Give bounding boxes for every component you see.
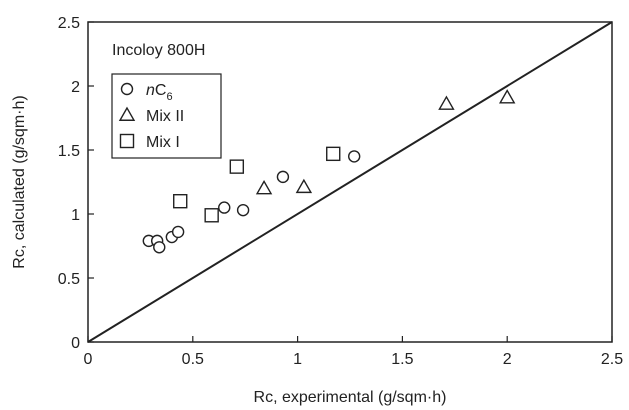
nc6-point	[276, 170, 290, 184]
legend-items: nC6 Mix II Mix I	[118, 82, 184, 151]
nc6-point	[236, 203, 250, 217]
mix-ii-point	[498, 89, 516, 104]
y-tick-label: 0	[71, 335, 80, 352]
x-tick-label: 1.5	[391, 351, 413, 368]
mix-i-point	[204, 208, 219, 223]
nc6-point	[218, 201, 231, 214]
mix-i-point	[229, 159, 245, 174]
nc6-point	[153, 241, 166, 254]
reference-line	[87, 21, 613, 343]
legend-circle-marker	[120, 82, 134, 96]
x-tick-label: 2	[503, 351, 512, 368]
y-tick-label: 2.5	[58, 15, 80, 32]
plot-frame	[87, 21, 613, 343]
mix-ii-point	[255, 179, 273, 195]
x-axis-label: Rc, experimental (g/sqm·h)	[254, 389, 447, 406]
nc6-point	[347, 150, 361, 163]
mix-ii-point	[295, 178, 313, 194]
ticks-layer: 0 0.5 1 1.5 2 2.5 0 0.5 1 1.5 2 2.5	[58, 15, 623, 368]
mix-i-point	[173, 193, 188, 209]
y-axis-label: Rc, calculated (g/sqm·h)	[11, 95, 28, 268]
points-layer	[142, 89, 516, 254]
legend-label: nC6	[146, 82, 173, 103]
plot-area	[87, 21, 613, 343]
nc6-point	[171, 225, 185, 239]
reference-line-layer	[87, 21, 613, 343]
legend-square-marker	[119, 133, 135, 149]
legend-label: Mix I	[146, 134, 180, 151]
y-tick-label: 1	[71, 207, 80, 224]
legend-triangle-marker	[118, 106, 136, 121]
annotation-text: Incoloy 800H	[112, 42, 205, 59]
x-tick-label: 0	[84, 351, 93, 368]
x-tick-label: 1	[293, 351, 302, 368]
y-tick-label: 2	[71, 79, 80, 96]
legend: nC6 Mix II Mix I	[111, 73, 222, 159]
mix-i-point	[326, 146, 341, 162]
mix-ii-point	[438, 95, 455, 110]
y-tick-label: 1.5	[58, 143, 80, 160]
y-tick-label: 0.5	[58, 271, 80, 288]
x-tick-label: 0.5	[182, 351, 204, 368]
x-tick-label: 2.5	[601, 351, 623, 368]
legend-label: Mix II	[146, 108, 184, 125]
